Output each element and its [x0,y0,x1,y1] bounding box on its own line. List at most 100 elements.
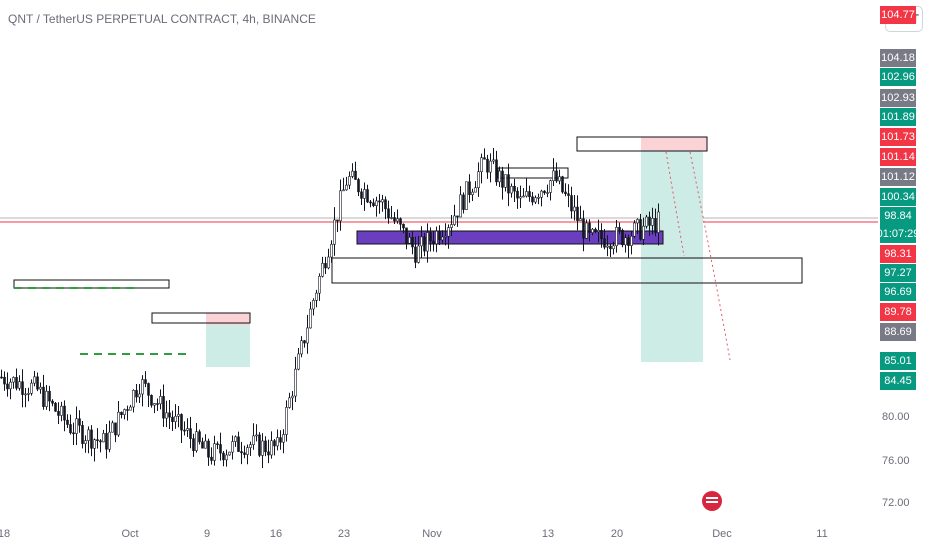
candle-body [192,438,195,451]
candle-body [588,222,591,233]
candle-body [39,386,42,390]
candle-body [438,230,441,241]
candle-body [111,422,114,433]
candle-body [204,440,207,449]
candle-body [477,171,480,188]
candle-body [9,381,12,390]
candle-body [96,439,99,442]
candle-body [183,429,186,432]
stop-zone [206,313,250,325]
candle-body [180,414,183,431]
candle-body [561,176,564,193]
candle-body [390,217,393,219]
candle-body [387,208,390,219]
candle-body [522,195,525,198]
candle-body [405,227,408,244]
candle-body [360,191,363,199]
candle-body [531,196,534,203]
candle-body [636,219,639,224]
candle-body [33,376,36,384]
us-flag-icon[interactable] [702,491,722,511]
candle-body [381,199,384,203]
candle-body [117,411,120,436]
stop-zone [641,137,707,151]
candle-body [516,190,519,199]
candle-body [525,191,528,197]
candle-body [75,418,78,434]
candle-body [450,224,453,228]
candle-body [210,456,213,461]
candle-body [510,185,513,194]
candle-body [297,353,300,370]
price-tag: 85.01 [880,352,916,370]
candle-body [30,382,33,394]
price-tag: 101.73 [880,128,916,146]
candle-body [396,218,399,222]
candle-body [249,444,252,448]
candle-body [87,429,90,441]
candle-body [339,190,342,222]
candle-body [513,185,516,192]
candle-body [651,217,654,226]
candle-body [519,196,522,199]
candle-body [621,229,624,246]
price-tag: 89.78 [880,303,916,321]
candle-body [600,230,603,240]
candle-body [312,300,315,310]
candle-body [552,170,555,181]
candle-body [474,187,477,193]
candle-body [27,393,30,395]
candle-body [444,235,447,238]
candle-body [276,437,279,447]
supply-box [151,312,251,324]
candle-body [612,245,615,250]
candle-body [447,227,450,237]
candle-body [273,440,276,447]
x-tick-label: 13 [541,528,555,540]
candle-body [528,191,531,198]
candle-body [18,381,21,389]
candle-body [555,170,558,182]
price-tag: 98.31 [880,245,916,263]
candle-body [534,197,537,203]
candle-body [429,232,432,242]
price-tag: 96.69 [880,283,916,301]
candle-body [255,434,258,437]
candle-body [456,215,459,218]
price-tag: 102.96 [880,68,916,86]
candle-body [357,179,360,193]
supply-box [497,167,569,179]
candle-body [45,390,48,407]
candle-body [120,411,123,415]
candle-body [309,308,312,329]
candle-body [60,405,63,416]
candle-body [351,170,354,177]
projection-arrow [689,151,731,361]
candle-body [507,174,510,194]
price-tag: 98.84 [880,207,916,225]
candle-body [138,393,141,398]
candle-body [21,381,24,395]
x-tick-label: 16 [269,528,283,540]
x-tick-label: Nov [422,528,442,540]
candle-body [150,394,153,406]
price-tag: 104.77 [880,6,916,24]
candle-body [231,441,234,453]
candle-body [189,428,192,439]
x-tick-label: 18 [0,528,11,540]
candle-body [417,245,420,263]
price-tag: 101.14 [880,148,916,166]
candle-body [558,176,561,182]
candle-body [300,340,303,355]
candle-body [501,170,504,188]
candle-body [630,235,633,246]
candle-body [369,201,372,204]
candle-body [657,211,660,233]
candle-body [321,263,324,277]
candle-body [642,225,645,240]
candle-body [591,228,594,233]
candle-body [546,192,549,194]
candle-body [471,191,474,195]
projection-arrow [665,151,685,257]
